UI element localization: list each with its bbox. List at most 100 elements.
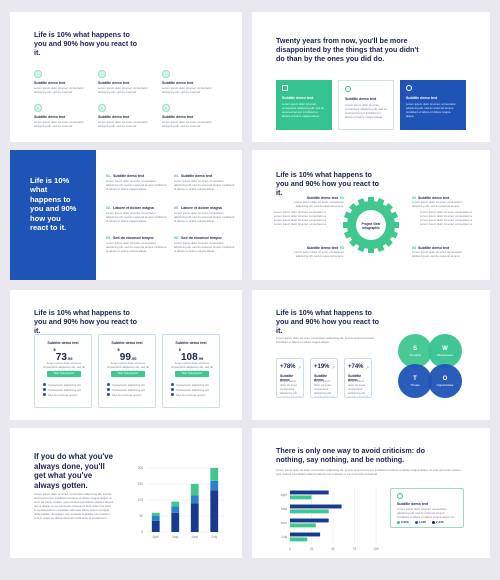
- currency: $: [117, 347, 120, 352]
- y-tick-label: 50: [139, 514, 143, 518]
- feature-row: Sed do eiusmod tempor: [43, 393, 78, 397]
- swot-letter: O: [442, 375, 448, 382]
- gear-label-item: Subtitle demo text 03 Lorem ipsum dolor si…: [294, 246, 344, 258]
- y-tick-label: April: [281, 493, 288, 497]
- pricing-card: Subtitle demo text $99.99 Lorem ipsum dolo…: [98, 334, 156, 408]
- box-title: Subtitle demo text: [397, 502, 429, 506]
- bar: [190, 484, 199, 496]
- swot-label: Opportunities: [436, 382, 454, 387]
- bar: [151, 520, 160, 532]
- bar: [290, 504, 342, 509]
- feature-row: Consectetur adipiscing elit: [107, 383, 145, 387]
- gear-label: Project Gear Infographic: [361, 222, 381, 231]
- swot-letter: S: [412, 345, 417, 352]
- subscribe-button[interactable]: Start Subscription: [47, 371, 81, 377]
- bar-chart: 200 150 100 50 0 April May June July: [138, 466, 224, 539]
- swot-circle: T Threats: [398, 364, 432, 398]
- stat-item: 1,100: [414, 520, 426, 524]
- label-text: Lorem ipsum dolor sit amet, consectetur …: [412, 250, 462, 259]
- x-tick-label: May: [172, 535, 178, 539]
- item-title: Subtitle demo text: [181, 174, 213, 178]
- bar: [290, 518, 329, 523]
- gear-label-item: 02 Subtitle demo text Lorem ipsum dolor si…: [412, 196, 462, 208]
- x-tick-label: 0: [289, 547, 291, 551]
- check-icon: [43, 383, 46, 386]
- label-title: Subtitle demo text: [306, 196, 338, 200]
- price-cents: .99: [130, 356, 137, 361]
- y-tick-label: 100: [138, 498, 144, 502]
- feature-text: Lorem ipsum dolor sit amet, consectetur …: [34, 86, 84, 95]
- card-title: Subtitle demo text: [175, 341, 207, 345]
- stat-title: Subtitle demo: [314, 374, 328, 382]
- bar: [171, 506, 180, 513]
- box-stats: 2,500 1,100 2,430: [397, 520, 461, 524]
- feature-label: Consectetur adipiscing elit: [112, 388, 145, 392]
- item-number: 06.: [174, 236, 179, 240]
- price: $73.99: [35, 347, 91, 365]
- label-number: 01: [340, 196, 344, 200]
- card-title: Subtitle demo text: [406, 96, 438, 100]
- list-item-heading: 06. Sed do eiusmod tempor: [174, 236, 236, 240]
- feature-label: Consectetur adipiscing elit: [48, 388, 81, 392]
- check-icon: [107, 383, 110, 386]
- bar: [290, 532, 321, 537]
- price-value: 99: [119, 352, 131, 363]
- check-icon: [171, 388, 174, 391]
- blue-panel: Life is 10% what happens to you and 90% …: [10, 150, 96, 280]
- card-title: Subtitle demo text: [282, 96, 314, 100]
- stat-top: +19% ↗: [314, 362, 336, 372]
- slide-6: Life is 10% what happens to you and 90% …: [252, 290, 490, 420]
- feature-title: Subtitle demo text: [162, 81, 194, 85]
- stat-value: 2,500: [401, 520, 409, 524]
- bar: [151, 512, 160, 516]
- feature-row: Consectetur adipiscing elit: [171, 388, 209, 392]
- feature-text: Lorem ipsum dolor sit amet, consectetur …: [34, 120, 84, 129]
- bullet-list: Lorem ipsum dolor sit amet, consectetur …: [274, 210, 326, 226]
- check-icon: [43, 393, 46, 396]
- item-title: Labore et dolore magna: [181, 206, 222, 210]
- item-title: Sed do eiusmod tempor: [113, 236, 154, 240]
- feature-item: ◦ Subtitle demo text Lorem ipsum dolor sit…: [98, 70, 156, 94]
- label-title: Subtitle demo text: [418, 246, 450, 250]
- stat-card: +19% ↗ Subtitle demo Lorem ipsum dolor sit …: [310, 358, 338, 398]
- stat-text: Lorem ipsum dolor sit amet, consectetur …: [280, 379, 300, 397]
- check-icon: [171, 383, 174, 386]
- x-tick-label: April: [153, 535, 160, 539]
- subscribe-button[interactable]: Start Subscription: [111, 371, 145, 377]
- item-text: Lorem ipsum dolor sit amet, consectetur …: [106, 179, 167, 192]
- body-text: Lorem ipsum dolor sit amet, consectetur …: [34, 492, 114, 521]
- feature-item: ◦ Subtitle demo text Lorem ipsum dolor sit…: [162, 104, 220, 128]
- stat-value: +74%: [348, 364, 364, 370]
- currency: $: [178, 347, 181, 352]
- price-cents: .99: [66, 356, 73, 361]
- label-number: 02: [412, 196, 416, 200]
- list-item: 03. Sed do eiusmod tempor Lorem ipsum dolo…: [106, 236, 168, 253]
- check-icon: [107, 393, 110, 396]
- y-tick-label: June: [280, 521, 287, 525]
- slide-title: Life is 10% what happens to you and 90% …: [30, 176, 77, 233]
- bar: [210, 490, 219, 532]
- feature-label: Consectetur adipiscing elit: [176, 388, 209, 392]
- bullet-line: Lorem ipsum dolor sit amet, consectetur …: [274, 222, 326, 227]
- intro-text: Lorem ipsum dolor sit amet, consectetur …: [276, 336, 375, 345]
- swot-circle: W Weaknesses: [428, 334, 462, 368]
- slide-title: If you do what you've always done, you'l…: [34, 452, 113, 491]
- item-number: 01.: [106, 174, 111, 178]
- clipboard-icon: [282, 85, 288, 91]
- stat-text: Lorem ipsum dolor sit amet, consectetur …: [314, 379, 334, 397]
- bar: [190, 495, 199, 504]
- list-item-heading: 02. Labore et dolore magna: [106, 206, 168, 210]
- card-title: Subtitle demo text: [47, 341, 79, 345]
- list-item-heading: 04. Subtitle demo text: [174, 174, 236, 178]
- bar: [171, 512, 180, 532]
- subscribe-button[interactable]: Start Subscription: [175, 371, 209, 377]
- x-tick-label: 50: [331, 547, 335, 551]
- bar: [290, 490, 329, 495]
- hbar-chart: 0 25 50 75 100 April May June July: [280, 488, 379, 551]
- stat-card: +74% ↗ Subtitle demo Lorem ipsum dolor sit …: [344, 358, 372, 398]
- stat-item: 2,500: [397, 520, 409, 524]
- feature-label: Sed do eiusmod tempor: [48, 393, 78, 397]
- slide-title: Life is 10% what happens to you and 90% …: [34, 308, 138, 335]
- bullet-line: Lorem ipsum dolor sit amet, consectetur …: [420, 218, 472, 223]
- slide-title: Twenty years from now, you'll be more di…: [276, 36, 419, 63]
